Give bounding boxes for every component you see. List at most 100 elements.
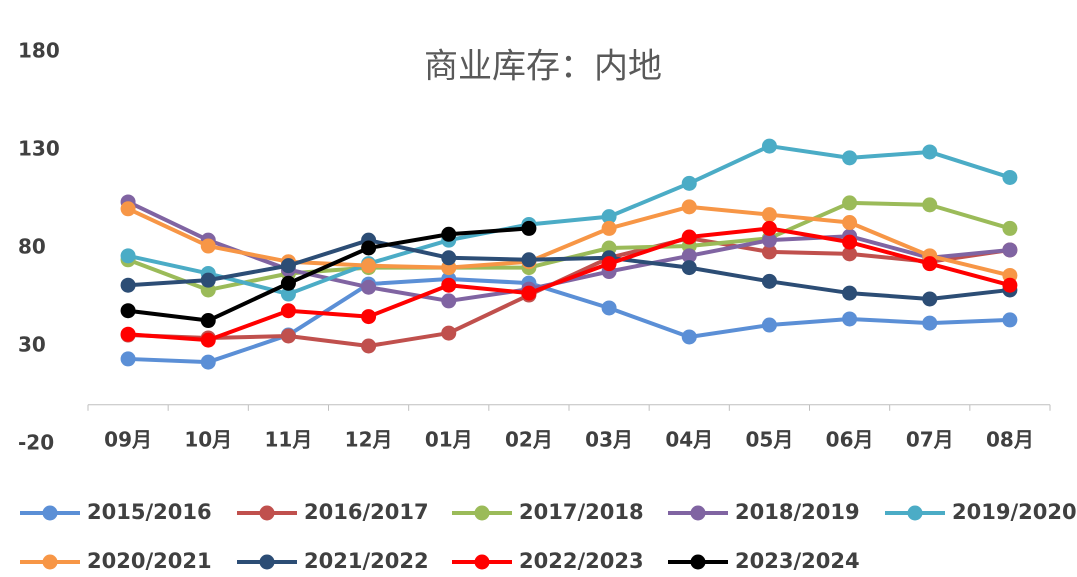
x-tick-label: 04月 — [665, 428, 713, 452]
series-line — [127, 238, 1011, 301]
data-point — [761, 244, 777, 260]
data-point — [681, 248, 697, 264]
data-point — [1002, 169, 1018, 185]
legend-label: 2023/2024 — [735, 549, 860, 573]
legend-label: 2016/2017 — [304, 500, 429, 524]
legend-label: 2019/2020 — [952, 500, 1077, 524]
legend-marker — [42, 554, 58, 570]
data-point — [280, 258, 296, 274]
x-tick-label: 12月 — [345, 428, 393, 452]
x-tick-label: 07月 — [906, 428, 954, 452]
data-point — [441, 293, 457, 309]
data-point — [120, 351, 136, 367]
data-point — [761, 207, 777, 223]
data-point — [200, 272, 216, 288]
legend-label: 2020/2021 — [87, 549, 212, 573]
x-tick-label: 08月 — [986, 428, 1034, 452]
data-point — [922, 291, 938, 307]
data-point — [441, 250, 457, 266]
data-point — [361, 279, 377, 295]
series-line — [127, 226, 530, 323]
data-point — [200, 354, 216, 370]
legend-label: 2018/2019 — [735, 500, 860, 524]
data-point — [361, 240, 377, 256]
data-point — [601, 300, 617, 316]
y-tick-label: 80 — [18, 235, 46, 259]
x-tick-label: 02月 — [505, 428, 553, 452]
data-point — [761, 220, 777, 236]
legend-label: 2021/2022 — [304, 549, 429, 573]
data-point — [842, 215, 858, 231]
x-tick-label: 05月 — [745, 428, 793, 452]
data-point — [922, 256, 938, 272]
data-point — [761, 138, 777, 154]
x-tick-label: 03月 — [585, 428, 633, 452]
data-point — [200, 332, 216, 348]
data-point — [200, 238, 216, 254]
data-point — [761, 317, 777, 333]
legend-marker — [259, 554, 275, 570]
data-point — [842, 285, 858, 301]
legend-marker — [690, 554, 706, 570]
legend-marker — [259, 505, 275, 521]
data-point — [761, 273, 777, 289]
legend-label: 2017/2018 — [519, 500, 644, 524]
x-tick-label: 09月 — [104, 428, 152, 452]
data-point — [200, 313, 216, 329]
x-tick-label: 11月 — [264, 428, 312, 452]
data-point — [120, 248, 136, 264]
data-point — [521, 252, 537, 268]
data-point — [361, 258, 377, 274]
data-point — [120, 326, 136, 342]
y-tick-label: 130 — [18, 137, 60, 161]
data-point — [922, 197, 938, 213]
data-point — [601, 256, 617, 272]
data-point — [120, 303, 136, 319]
data-point — [681, 260, 697, 276]
data-point — [1002, 220, 1018, 236]
data-point — [280, 303, 296, 319]
data-point — [1002, 242, 1018, 258]
legend-label: 2015/2016 — [87, 500, 212, 524]
chart-title: 商业库存：内地 — [424, 47, 662, 87]
data-point — [280, 275, 296, 291]
data-point — [922, 144, 938, 160]
data-point — [761, 232, 777, 248]
data-point — [441, 226, 457, 242]
data-point — [601, 209, 617, 225]
data-point — [922, 315, 938, 331]
data-point — [441, 277, 457, 293]
y-tick-label: -20 — [18, 431, 54, 455]
series-line — [127, 204, 1011, 278]
x-tick-label: 01月 — [425, 428, 473, 452]
y-tick-label: 180 — [18, 39, 60, 63]
data-point — [361, 338, 377, 354]
data-point — [1002, 277, 1018, 293]
data-point — [681, 329, 697, 345]
legend-marker — [42, 505, 58, 521]
legend-marker — [690, 505, 706, 521]
data-point — [681, 175, 697, 191]
data-point — [441, 325, 457, 341]
data-point — [521, 220, 537, 236]
x-tick-label: 06月 — [826, 428, 874, 452]
y-tick-label: 30 — [18, 333, 46, 357]
data-point — [1002, 312, 1018, 328]
data-point — [681, 229, 697, 245]
data-point — [842, 195, 858, 211]
data-point — [280, 328, 296, 344]
data-point — [601, 220, 617, 236]
legend-marker — [474, 505, 490, 521]
legend-label: 2022/2023 — [519, 549, 644, 573]
data-point — [842, 150, 858, 166]
legend-marker — [474, 554, 490, 570]
data-point — [120, 277, 136, 293]
data-point — [521, 285, 537, 301]
data-point — [842, 311, 858, 327]
series-line — [127, 226, 1011, 343]
series-line — [128, 276, 1010, 365]
data-point — [280, 286, 296, 302]
data-point — [842, 234, 858, 250]
x-tick-label: 10月 — [184, 428, 232, 452]
